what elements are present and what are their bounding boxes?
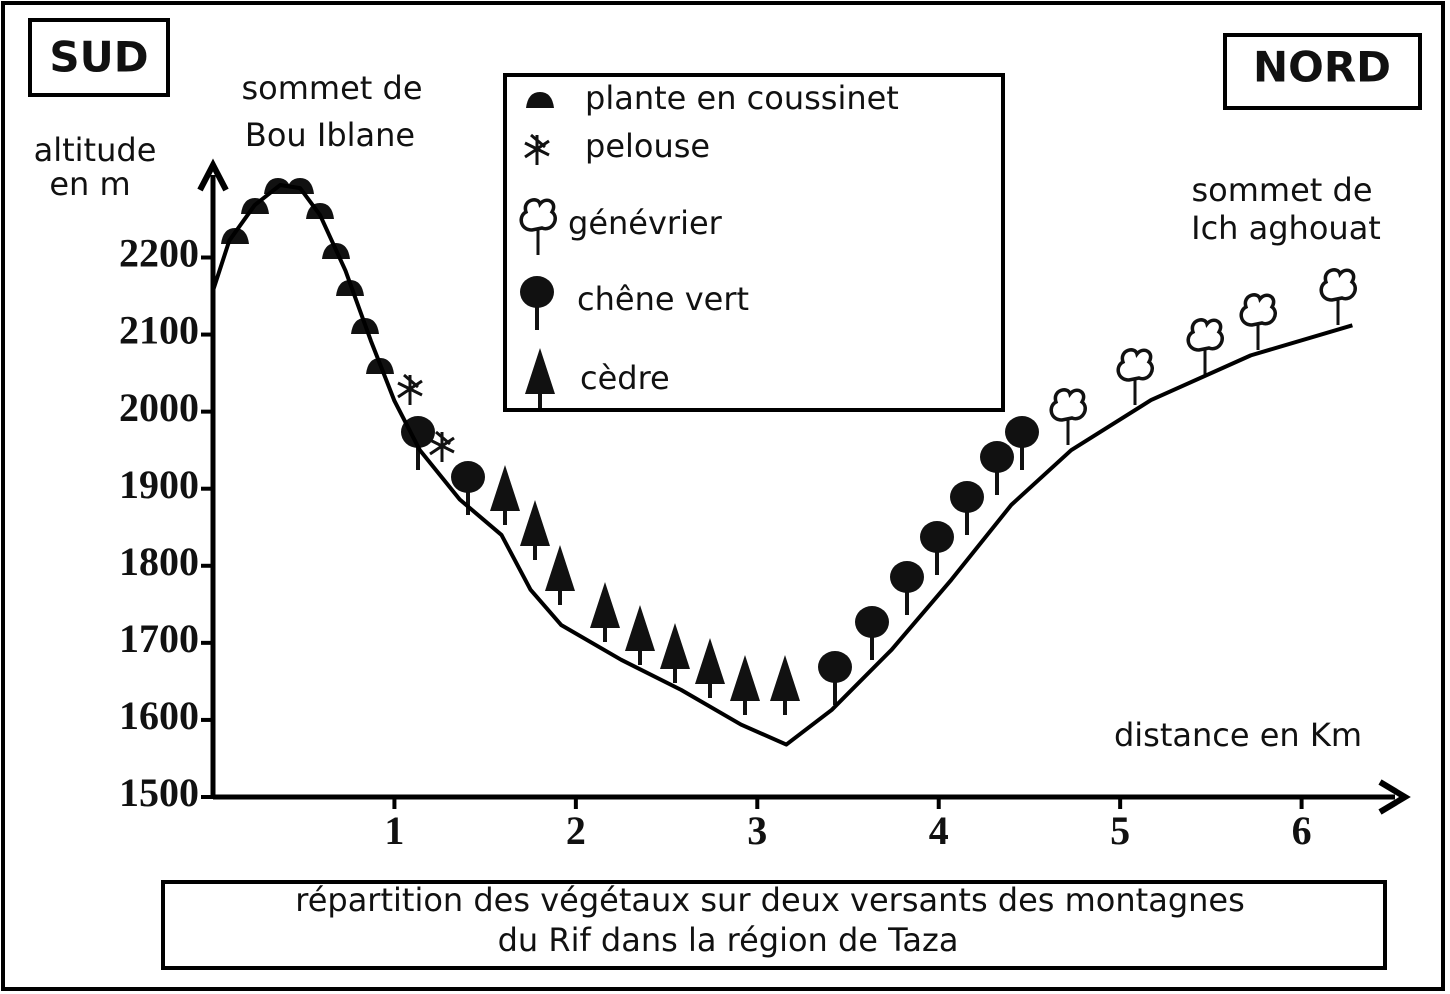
- legend-box: [503, 73, 1005, 412]
- y-tick-label: 1600: [119, 693, 199, 738]
- oak: [980, 441, 1014, 473]
- y-tick-label: 1700: [119, 616, 199, 661]
- juniper: [1186, 318, 1224, 352]
- x-tick-label: 1: [384, 808, 404, 853]
- juniper: [1116, 348, 1154, 382]
- juniper: [1049, 388, 1087, 422]
- north-box: [1223, 33, 1422, 110]
- oak: [401, 416, 435, 448]
- south-box: [28, 18, 170, 97]
- profile-line: [211, 183, 1353, 747]
- oak: [520, 276, 554, 308]
- south-label: SUD: [49, 33, 148, 82]
- cedar: [695, 638, 725, 684]
- legend-label: plante en coussinet: [585, 79, 899, 117]
- cedar: [730, 655, 760, 701]
- y-tick-label: 2000: [119, 385, 199, 430]
- oak: [818, 651, 852, 683]
- title: répartition des végétaux sur deux versan…: [295, 881, 1245, 919]
- cedar: [520, 500, 550, 546]
- vegetation: [221, 92, 1357, 715]
- oak: [855, 606, 889, 638]
- title-box: [161, 880, 1387, 970]
- legend-label: génévrier: [568, 204, 723, 242]
- grass: [524, 133, 550, 165]
- cedar: [525, 348, 555, 394]
- cushion-plant: [526, 92, 554, 108]
- summit-label: sommet de: [1192, 171, 1373, 209]
- cedar: [490, 465, 520, 511]
- grass: [397, 373, 423, 405]
- legend-label: pelouse: [585, 127, 710, 165]
- y-axis-label: altitude: [34, 131, 157, 169]
- cedar: [770, 655, 800, 701]
- juniper: [1239, 293, 1277, 327]
- oak: [920, 521, 954, 553]
- summit-label: Ich aghouat: [1191, 209, 1381, 247]
- x-tick-label: 2: [566, 808, 586, 853]
- title: du Rif dans la région de Taza: [498, 921, 959, 959]
- juniper: [519, 198, 557, 232]
- oak: [1005, 416, 1039, 448]
- x-tick-label: 3: [747, 808, 767, 853]
- cedar: [625, 605, 655, 651]
- cedar: [545, 545, 575, 591]
- summit-label: sommet de: [242, 69, 423, 107]
- summit-label: Bou Iblane: [245, 116, 415, 154]
- y-tick-label: 1900: [119, 462, 199, 507]
- x-axis-label: distance en Km: [1114, 716, 1362, 754]
- oak: [950, 481, 984, 513]
- north-label: NORD: [1253, 43, 1391, 92]
- y-axis-arrow: [197, 158, 229, 192]
- y-tick-label: 2200: [119, 231, 199, 276]
- legend-label: chêne vert: [577, 280, 749, 318]
- y-axis-label: en m: [49, 165, 130, 203]
- x-tick-label: 4: [929, 808, 949, 853]
- x-axis-arrow: [1378, 779, 1411, 815]
- x-tick-label: 6: [1292, 808, 1312, 853]
- y-tick-label: 2100: [119, 308, 199, 353]
- grass: [429, 430, 455, 462]
- cedar: [590, 582, 620, 628]
- legend-label: cèdre: [580, 359, 670, 397]
- oak: [890, 561, 924, 593]
- juniper: [1319, 268, 1357, 302]
- cedar: [660, 623, 690, 669]
- y-tick-label: 1800: [119, 539, 199, 584]
- oak: [451, 461, 485, 493]
- cushion-plant: [286, 178, 314, 194]
- y-tick-label: 1500: [119, 770, 199, 815]
- x-tick-label: 5: [1110, 808, 1130, 853]
